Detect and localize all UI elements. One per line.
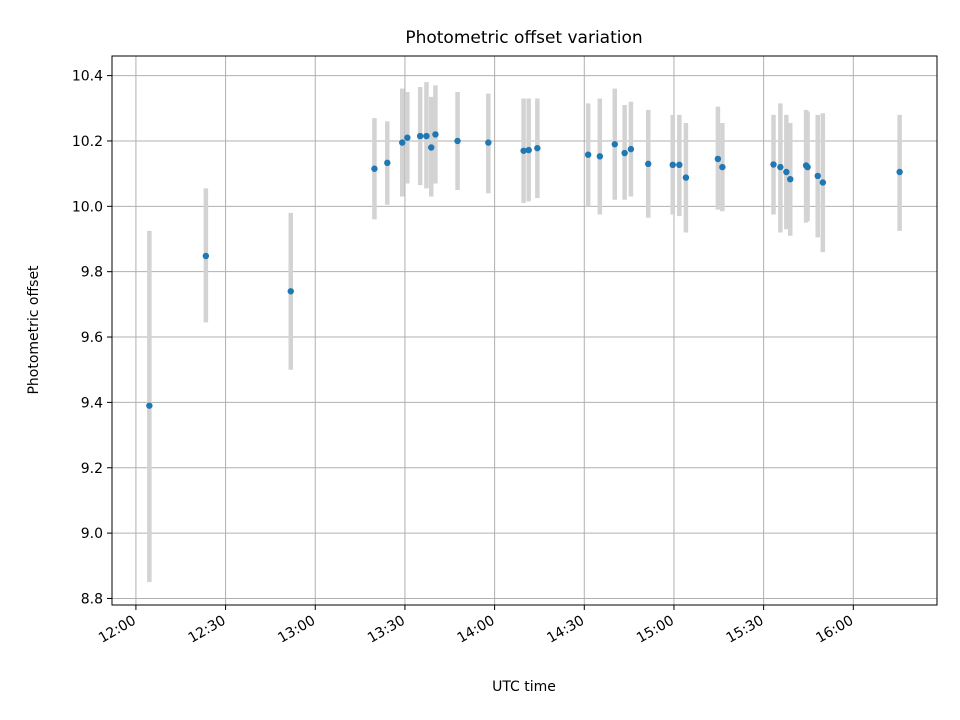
data-point [814,172,821,180]
data-point [485,139,492,146]
y-tick-label: 10.0 [72,199,103,215]
data-point [534,144,541,152]
data-points [146,131,903,409]
plot-frame [111,55,938,606]
data-point [432,131,439,138]
data-point [287,288,294,295]
data-point [777,163,784,171]
chart-title: Photometric offset variation [405,28,642,48]
data-point [611,141,618,148]
data-point [525,146,532,154]
data-point [787,175,794,183]
data-point [676,161,683,169]
data-point [584,151,592,158]
y-tick-label: 9.6 [81,330,103,346]
data-point [399,139,406,146]
data-point [596,153,604,160]
y-tick-label: 9.8 [81,265,103,281]
y-tick-label: 10.2 [72,134,103,150]
data-point [783,168,790,176]
data-point [520,147,527,154]
data-point [645,160,652,168]
data-point [627,145,635,153]
y-tick-label: 9.2 [81,461,103,477]
data-point [719,163,726,171]
data-point [770,161,777,168]
data-point [819,179,827,186]
y-tick-label: 10.4 [72,69,103,85]
data-point [714,155,722,163]
data-point [669,161,676,169]
y-axis: 8.8 9.0 9.2 9.4 9.6 9.8 10.0 10.2 10.4 [72,69,112,607]
data-point [384,159,391,167]
y-tick-label: 8.8 [81,591,103,607]
y-tick-label: 9.4 [81,395,103,411]
y-axis-title: Photometric offset [26,265,42,395]
data-point [621,149,628,157]
data-point [423,132,430,140]
data-point [371,165,378,172]
data-point [682,174,690,181]
data-point [896,168,903,176]
x-axis-title: UTC time [492,679,556,695]
data-point [428,144,435,151]
data-point [404,134,411,141]
data-point [202,252,210,260]
data-point [804,163,811,171]
data-point [146,402,153,409]
y-tick-label: 9.0 [81,526,103,542]
data-point [454,137,461,145]
data-point [416,132,424,140]
